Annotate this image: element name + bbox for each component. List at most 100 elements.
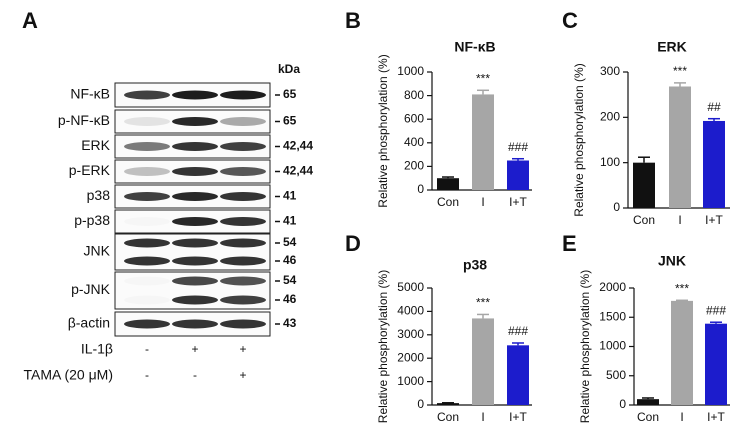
blot-band [220,276,266,286]
blot-row-label: NF-κB [70,86,110,102]
marker-label: 43 [283,316,297,330]
y-tick-label: 4000 [397,304,424,318]
x-tick-label: Con [437,195,459,209]
bar [705,323,727,405]
y-tick-label: 0 [619,397,626,411]
chart-title: ERK [657,39,687,55]
marker-label: 54 [283,235,297,249]
y-tick-label: 200 [600,110,620,124]
blot-band [220,167,266,176]
y-tick-label: 200 [404,159,424,173]
significance-label: ### [508,324,528,338]
condition-value: + [239,342,246,356]
x-tick-label: Con [437,410,459,424]
blot-band [220,295,266,305]
blot-band [172,256,218,266]
marker-label: 41 [283,214,297,228]
x-tick-label: Con [637,410,659,424]
y-axis-label: Relative phosphorylation (%) [376,270,390,423]
y-tick-label: 0 [613,200,620,214]
blot-band [124,167,170,176]
blot-row-label: p38 [87,187,111,203]
bar [671,300,693,405]
blot-band [124,319,170,329]
marker-label: 42,44 [283,139,313,153]
panel-label: C [562,8,578,33]
blot-band [220,217,266,226]
marker-label: 46 [283,292,297,306]
blot-band [124,142,170,151]
blot-band [124,217,170,226]
blot-band [172,217,218,226]
blot-band [172,90,218,100]
x-tick-label: I+T [509,410,527,424]
y-tick-label: 800 [404,88,424,102]
significance-label: ## [707,100,721,114]
x-tick-label: I [481,195,484,209]
x-tick-label: Con [633,213,655,227]
y-tick-label: 1000 [397,374,424,388]
panel-label: A [22,8,38,33]
y-tick-label: 1000 [599,339,626,353]
y-tick-label: 1500 [599,309,626,323]
marker-label: 41 [283,189,297,203]
bar [507,345,529,405]
bar [637,399,659,405]
blot-band [124,256,170,266]
x-tick-label: I+T [705,213,723,227]
blot-band [172,142,218,151]
x-tick-label: I [678,213,681,227]
y-axis-label: Relative phosphorylation (%) [572,63,586,216]
blot-band [172,238,218,248]
bar [703,120,725,208]
blot-band [172,167,218,176]
panel-label: E [562,231,577,256]
blot-band [220,90,266,100]
y-tick-label: 2000 [397,350,424,364]
y-axis-label: Relative phosphorylation (%) [376,54,390,207]
marker-label: 65 [283,114,297,128]
chart-title: p38 [463,257,487,273]
marker-label: 65 [283,87,297,101]
panel-label: B [345,8,361,33]
marker-label: 42,44 [283,164,313,178]
blot-band [220,192,266,201]
blot-band [124,117,170,126]
bar [633,162,655,208]
y-tick-label: 500 [606,368,626,382]
blot-band [220,256,266,266]
condition-value: - [145,342,149,356]
condition-value: - [193,368,197,382]
significance-label: ### [508,140,528,154]
y-tick-label: 1000 [397,64,424,78]
significance-label: *** [476,71,490,85]
bar [472,94,494,190]
significance-label: *** [675,281,689,295]
blot-row-label: p-NF-κB [58,112,110,128]
y-tick-label: 600 [404,111,424,125]
bar [669,86,691,208]
y-tick-label: 400 [404,135,424,149]
blot-band [124,192,170,201]
blot-row-label: p-ERK [69,162,111,178]
unit-label: kDa [278,62,300,76]
x-tick-label: I [481,410,484,424]
y-tick-label: 2000 [599,280,626,294]
chart-title: NF-κB [454,39,495,55]
significance-label: *** [476,296,490,310]
condition-label: TAMA (20 μM) [24,367,113,383]
x-tick-label: I [680,410,683,424]
y-tick-label: 3000 [397,327,424,341]
bar [507,160,529,190]
blot-band [172,276,218,286]
bar [437,178,459,190]
blot-band [172,319,218,329]
blot-row-label: p-JNK [71,281,111,297]
y-tick-label: 0 [417,182,424,196]
condition-label: IL-1β [81,341,113,357]
condition-value: - [145,368,149,382]
blot-band [220,238,266,248]
marker-label: 54 [283,273,297,287]
chart-title: JNK [658,253,686,269]
